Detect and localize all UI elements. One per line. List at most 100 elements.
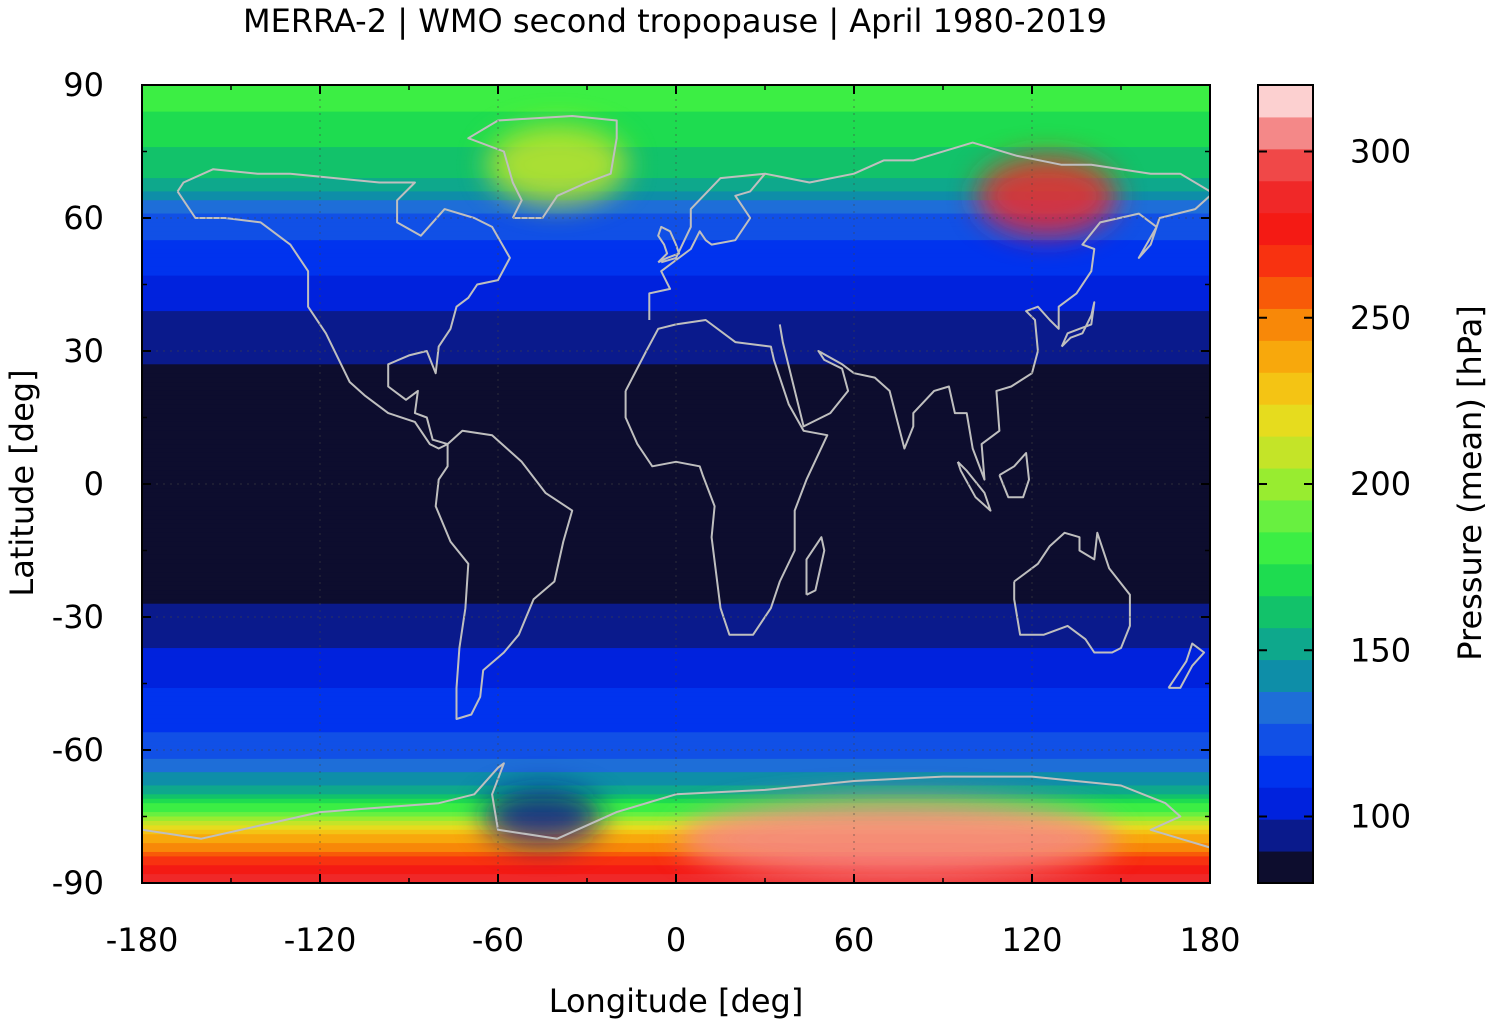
band-cell [142,399,1210,405]
band-cell [142,661,1210,667]
band-cell [142,519,1210,525]
colorbar-segment [1258,372,1313,405]
band-cell [142,754,1210,760]
colorbar-segment [1258,116,1313,150]
band-cell [142,266,1210,272]
band-cell [142,351,1210,357]
colorbar-segment [1258,340,1313,373]
band-cell [142,382,1210,388]
band-cell [142,142,1210,148]
band-cell [142,151,1210,157]
band-cell [142,213,1210,219]
band-cell [142,93,1210,99]
band-cell [142,829,1210,835]
band-cell [142,395,1210,401]
band-cell [142,625,1210,631]
colorbar-tick-label: 300 [1350,133,1411,171]
band-cell [142,532,1210,538]
band-cell [142,421,1210,427]
band-cell [142,373,1210,379]
band-cell [142,368,1210,374]
x-tick-label: -120 [284,921,357,959]
band-cell [142,204,1210,210]
band-cell [142,262,1210,268]
band-cell [142,102,1210,108]
band-cell [142,732,1210,738]
band-cell [142,470,1210,476]
y-tick-label: 60 [63,199,104,237]
band-cell [142,155,1210,161]
y-tick-label: 30 [63,332,104,370]
band-cell [142,847,1210,853]
band-cell [142,745,1210,751]
colorbar-segment [1258,404,1313,437]
band-cell [142,652,1210,658]
band-cell [142,515,1210,521]
band-cell [142,581,1210,587]
band-cell [142,750,1210,756]
band-cell [142,386,1210,392]
coastline [778,195,1210,481]
band-cell [142,816,1210,822]
band-cell [142,297,1210,303]
coastline [176,168,511,450]
band-cell [142,563,1210,569]
band-cell [142,311,1210,317]
band-cell [142,182,1210,188]
band-cell [142,138,1210,144]
y-tick-label: -60 [52,731,104,769]
band-cell [142,484,1210,490]
band-cell [142,665,1210,671]
band-cell [142,249,1210,255]
x-tick-label: -60 [472,921,524,959]
chart-title: MERRA-2 | WMO second tropopause | April … [242,2,1107,40]
band-cell [142,683,1210,689]
band-cell [142,869,1210,875]
band-cell [142,834,1210,840]
y-axis-label: Latitude [deg] [3,369,41,597]
band-cell [142,404,1210,410]
band-cell [142,488,1210,494]
band-cell [142,133,1210,139]
colorbar-segment [1258,308,1313,341]
feature-blob [487,124,628,205]
band-cell [142,492,1210,498]
band-cell [142,736,1210,742]
colorbar-tick-label: 250 [1350,299,1411,337]
y-tick-label: 0 [84,465,104,503]
coastline [1013,531,1131,654]
colorbar-segment [1258,787,1313,820]
band-cell [142,554,1210,560]
band-cell [142,803,1210,809]
band-cell [142,568,1210,574]
coastline [648,172,766,320]
band-cell [142,452,1210,458]
band-cell [142,550,1210,556]
band-cell [142,843,1210,849]
colorbar-segment [1258,755,1313,788]
band-cell [142,585,1210,591]
coastline [624,319,829,636]
band-cell [142,798,1210,804]
band-cell [142,590,1210,596]
colorbar-segment [1258,148,1313,182]
band-cell [142,670,1210,676]
band-cell [142,466,1210,472]
band-cell [142,696,1210,702]
band-cell [142,319,1210,325]
regional-features [482,124,1119,879]
band-cell [142,603,1210,609]
band-cell [142,444,1210,450]
band-cell [142,178,1210,184]
band-cell [142,222,1210,228]
y-tick-label: -90 [52,864,104,902]
colorbar-segment [1258,531,1313,565]
band-cell [142,758,1210,764]
band-cell [142,674,1210,680]
x-tick-label: -180 [106,921,179,959]
band-cell [142,226,1210,232]
colorbar-tick-label: 150 [1350,631,1411,669]
colorbar-segment [1258,276,1313,309]
band-cell [142,235,1210,241]
coastline [1167,642,1206,689]
